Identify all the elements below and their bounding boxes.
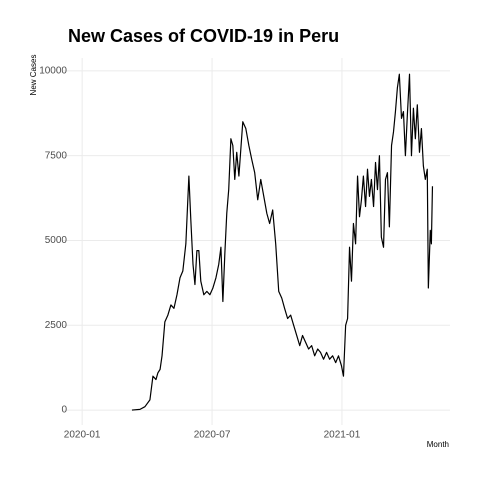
y-tick-label: 0 (61, 405, 67, 416)
x-axis-label: Month (427, 440, 449, 449)
y-tick-label: 7500 (45, 150, 68, 161)
x-tick-label: 2021-01 (324, 430, 361, 441)
chart-title: New Cases of COVID-19 in Peru (68, 26, 339, 46)
y-tick-label: 2500 (45, 320, 68, 331)
data-line (131, 73, 434, 411)
y-tick-label: 5000 (45, 235, 68, 246)
x-tick-label: 2020-01 (64, 430, 101, 441)
x-tick-label: 2020-07 (194, 430, 231, 441)
y-tick-label: 10000 (39, 66, 67, 77)
y-axis-label: New Cases (29, 55, 38, 96)
